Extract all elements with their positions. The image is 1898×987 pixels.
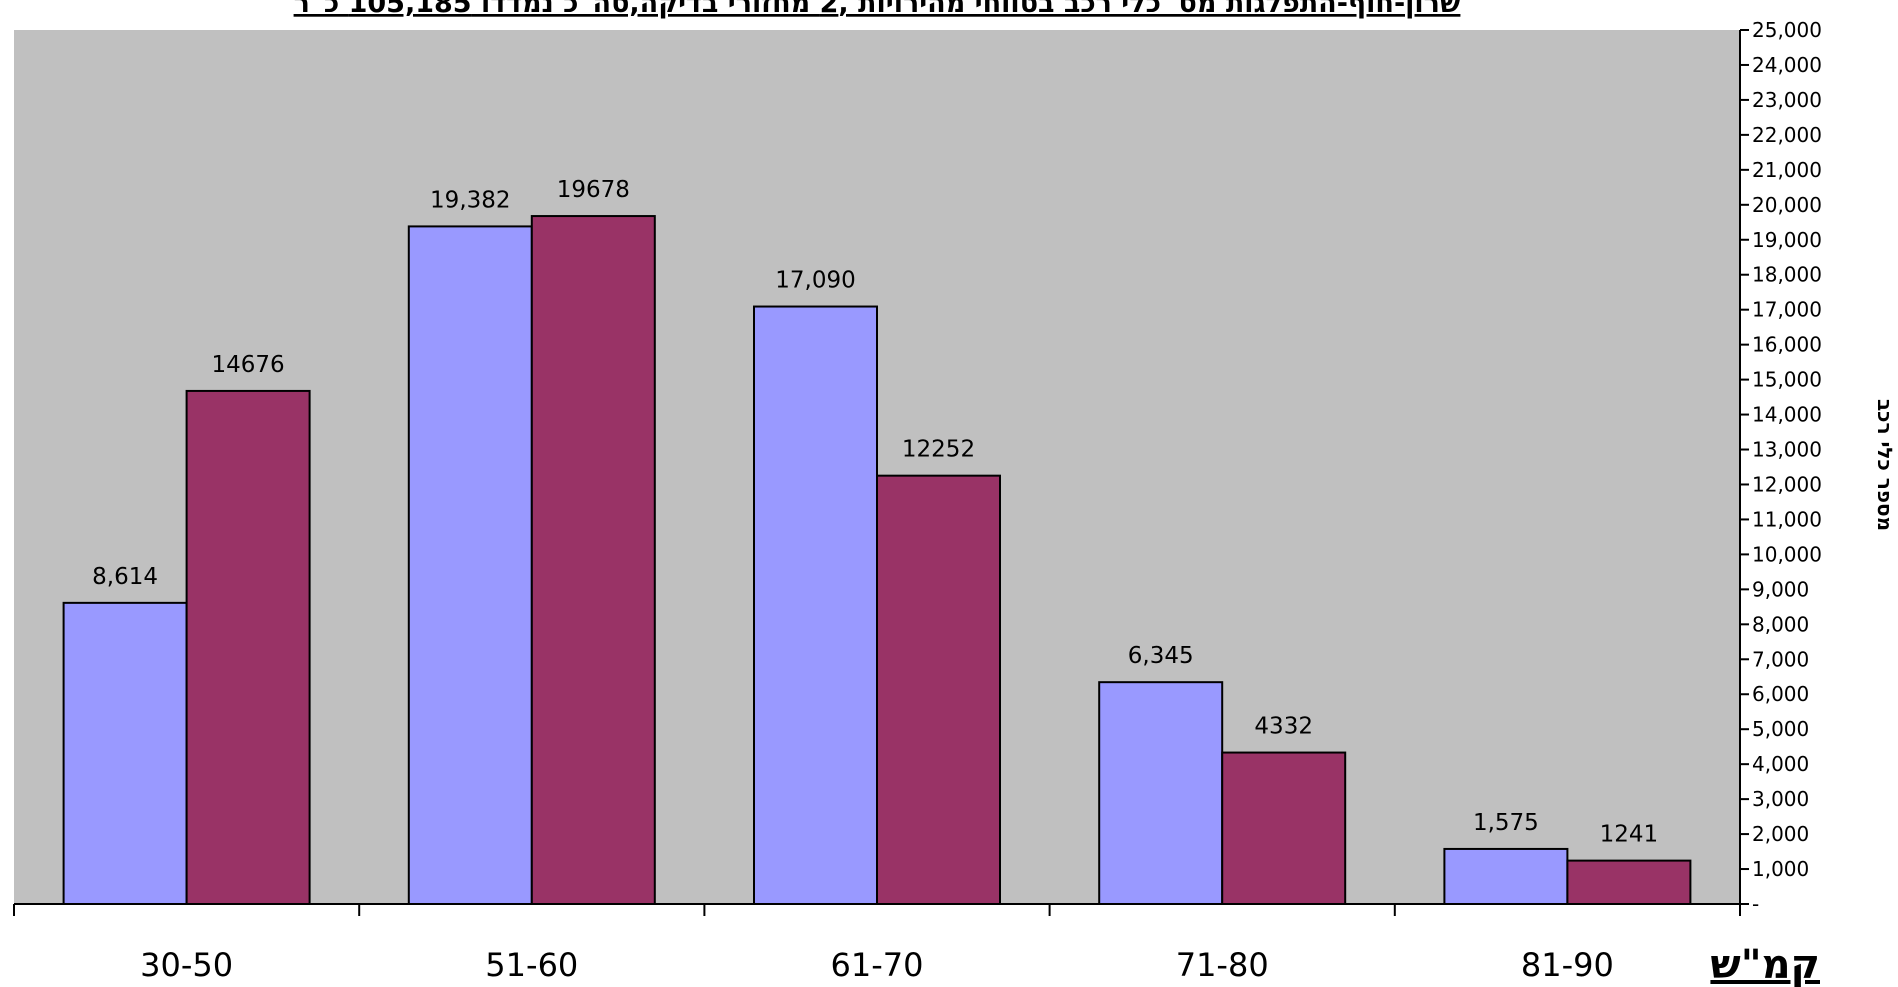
- bar-series1-71-80: [1098, 681, 1224, 905]
- data-label-series1-30-50: 8,614: [92, 564, 158, 590]
- bar-series2-81-90: [1566, 859, 1692, 905]
- bar-series1-61-70: [753, 305, 878, 905]
- y-tick-label: 19,000: [1752, 228, 1822, 252]
- data-label-series2-81-90: 1241: [1600, 822, 1659, 848]
- y-tick-label: 21,000: [1752, 158, 1822, 182]
- chart-title: שרון-חוף-התפלגות מס' כלי רכב בטווחי מהיר…: [294, 0, 1461, 19]
- y-tick-label: 5,000: [1752, 717, 1809, 741]
- y-tick-label: 14,000: [1752, 403, 1822, 427]
- y-tick-label: 22,000: [1752, 123, 1822, 147]
- y-tick-label: 8,000: [1752, 612, 1809, 636]
- y-tick-label: 7,000: [1752, 647, 1809, 671]
- axes: 30-50 51-60 61-70 71-80 81-90 - 1,000 2,000 3,00…: [13, 18, 1822, 984]
- y-tick-label: 1,000: [1752, 857, 1809, 881]
- y-tick-label: 24,000: [1752, 53, 1822, 77]
- x-tick-label-51-60: 51-60: [485, 946, 578, 984]
- x-tick-label-61-70: 61-70: [831, 946, 924, 984]
- data-label-series1-71-80: 6,345: [1128, 643, 1194, 669]
- y-tick-label: 10,000: [1752, 542, 1822, 566]
- bars-layer: 8,614 19,382 17,090 6,345 1,575 14676 19678 122…: [62, 177, 1692, 905]
- data-label-series2-71-80: 4332: [1254, 714, 1313, 740]
- y-tick-label: -: [1752, 892, 1759, 916]
- x-axis-label: קמ"ש: [1710, 942, 1820, 987]
- y-tick-label: 12,000: [1752, 472, 1822, 496]
- y-tick-label: 2,000: [1752, 822, 1809, 846]
- data-label-series2-30-50: 14676: [212, 352, 285, 378]
- y-tick-label: 23,000: [1752, 88, 1822, 112]
- x-tick-label-81-90: 81-90: [1521, 946, 1614, 984]
- y-tick-label: 6,000: [1752, 682, 1809, 706]
- x-tick-label-71-80: 71-80: [1176, 946, 1269, 984]
- bar-series1-81-90: [1443, 847, 1569, 905]
- data-label-series2-61-70: 12252: [902, 437, 975, 463]
- x-tick-label-30-50: 30-50: [140, 946, 233, 984]
- y-tick-label: 18,000: [1752, 263, 1822, 287]
- y-tick-label: 13,000: [1752, 438, 1822, 462]
- bar-series1-51-60: [407, 225, 533, 905]
- bar-series2-30-50: [185, 389, 311, 905]
- y-tick-label: 3,000: [1752, 787, 1809, 811]
- y-tick-label: 20,000: [1752, 193, 1822, 217]
- y-tick-label: 15,000: [1752, 368, 1822, 392]
- y-tick-label: 4,000: [1752, 752, 1809, 776]
- data-label-series1-51-60: 19,382: [430, 187, 510, 213]
- data-label-series1-81-90: 1,575: [1473, 810, 1539, 836]
- data-label-series1-61-70: 17,090: [775, 268, 855, 294]
- bar-series2-71-80: [1221, 751, 1347, 905]
- y-tick-label: 11,000: [1752, 507, 1822, 531]
- bar-series2-61-70: [876, 474, 1001, 905]
- bar-series1-30-50: [62, 601, 188, 905]
- y-tick-label: 25,000: [1752, 18, 1822, 42]
- y-axis-label: מספר כלי רכב: [1873, 399, 1897, 531]
- y-tick-label: 16,000: [1752, 333, 1822, 357]
- data-label-series2-51-60: 19678: [557, 177, 630, 203]
- bar-series2-51-60: [530, 215, 656, 905]
- y-tick-label: 9,000: [1752, 577, 1809, 601]
- y-tick-label: 17,000: [1752, 298, 1822, 322]
